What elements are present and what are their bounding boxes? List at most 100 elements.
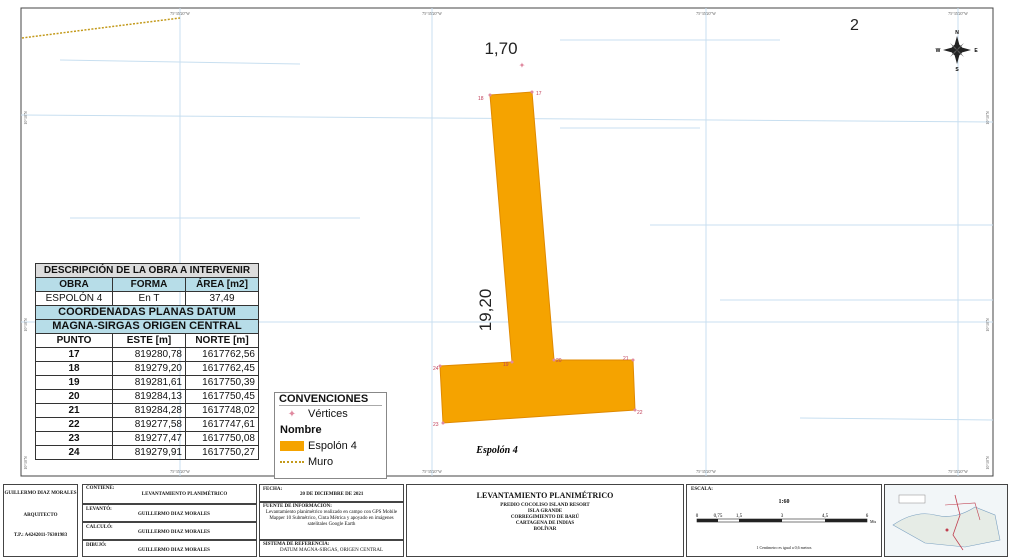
tick-label: 10°10'N [23,456,28,469]
legend-label: Espolón 4 [308,440,357,452]
este: 819280,78 [112,347,186,362]
corner-fragment-text: 2 [850,17,859,34]
compass-e: E [974,48,978,54]
table-row: 23 819277,47 1617750,08 [35,431,259,446]
punto: 23 [35,431,113,446]
legend-label: Muro [308,456,334,468]
vertex-label: 20 [556,358,562,364]
bolivar: BOLÍVAR [533,527,557,532]
vertex-label: 19 [503,362,509,368]
vertex-star-icon: ✦ [287,408,297,420]
location-map-cell [884,484,1008,557]
tick-label: 10°10'N [23,111,28,124]
col-header-este: ESTE [m] [112,333,186,348]
fuente-label: FUENTE DE INFORMACIÓN: [263,504,332,509]
muro-swatch [280,461,304,463]
sistema-cell: SISTEMA DE REFERENCIA: DATUM MAGNA-SIRGA… [259,540,404,557]
vertex-star-icon: ✦ [519,61,526,70]
scale-tick: 1,5 [736,514,743,519]
punto: 18 [35,361,113,376]
sistema-label: SISTEMA DE REFERENCIA: [263,542,330,547]
este: 819277,58 [112,417,186,432]
dimension-side: 19,20 [476,289,495,332]
fecha-value: 20 DE DICIEMBRE DE 2021 [300,492,364,497]
right-tick-labels: 10°10'N 10°10'N 10°10'N [985,111,990,469]
table-row: 17 819280,78 1617762,56 [35,347,259,362]
scale-unit: Mts [870,519,877,524]
fuente-cell: FUENTE DE INFORMACIÓN: Levantamiento pla… [259,502,404,540]
fecha-label: FECHA: [263,487,283,492]
norte: 1617750,39 [185,375,259,390]
tick-label: 75°35'20"W [696,11,716,16]
este: 819284,28 [112,403,186,418]
vertex-label: 18 [478,96,484,102]
escala-label: ESCALA: [691,487,713,492]
norte: 1617750,45 [185,389,259,404]
tick-label: 75°35'20"W [422,11,442,16]
compass-n: N [955,30,959,36]
vertex-markers [438,90,637,425]
este: 819284,13 [112,389,186,404]
norte: 1617762,56 [185,347,259,362]
espolon-swatch [280,441,304,451]
contiene-value: LEVANTAMIENTO PLANIMÉTRICO [141,492,228,497]
tick-label: 75°35'20"W [948,11,968,16]
scale-tick: 3 [781,514,784,519]
feature-label: Espolón 4 [475,445,517,456]
scale-cell: ESCALA: 1:60 0 0,75 1,5 3 4,5 6 Mts 1 Ce… [686,484,882,557]
tick-label: 10°10'N [985,318,990,331]
table-row: 24 819279,91 1617750,27 [35,445,259,460]
forma-value: En T [112,291,186,306]
corregimiento: CORREGIMIENTO DE BARÚ [510,515,580,520]
este: 819277,47 [112,431,186,446]
compass-w: W [936,48,941,54]
vertex-label: 21 [623,356,629,362]
cartagena: CARTAGENA DE INDIAS [515,521,575,526]
tick-label: 10°10'N [23,318,28,331]
legend-label: Vértices [308,408,348,420]
punto: 21 [35,403,113,418]
predio: PREDIO COCOLISO ISLAND RESORT [500,503,590,508]
escala-value: 1:60 [778,499,790,505]
calculo-label: CALCULÓ: [86,525,113,530]
table-row: 21 819284,28 1617748,02 [35,403,259,418]
compass-rose-icon: N S E W [936,30,979,73]
legend-title: CONVENCIONES [279,393,382,406]
norte: 1617762,45 [185,361,259,376]
compass-s: S [955,67,959,73]
punto: 24 [35,445,113,460]
tick-label: 75°35'20"W [170,469,190,474]
area-value: 37,49 [185,291,259,306]
scale-tick: 0 [696,514,699,519]
punto: 17 [35,347,113,362]
project-title-cell: LEVANTAMIENTO PLANIMÉTRICO PREDIO COCOLI… [406,484,684,557]
calculo-value: GUILLERMO DIAZ MORALES [138,530,210,535]
col-header-norte: NORTE [m] [185,333,259,348]
title-block: GUILLERMO DIAZ MORALES ARQUITECTO T.P.: … [0,484,1011,559]
scale-note: 1 Centímetro es igual a 0,6 metros [756,545,812,550]
scale-tick: 0,75 [714,514,723,519]
scale-bar: 0 0,75 1,5 3 4,5 6 Mts [696,514,877,524]
norte: 1617748,02 [185,403,259,418]
norte: 1617750,27 [185,445,259,460]
este: 819281,61 [112,375,186,390]
coord-title-1: COORDENADAS PLANAS DATUM [35,305,259,320]
legend-item-muro: Muro [280,454,386,470]
col-header-punto: PUNTO [35,333,113,348]
author-tp: T.P.: A4242011-76301983 [13,533,68,538]
legend-item-vertices: ✦ Vértices [280,406,386,422]
table-row: 19 819281,61 1617750,39 [35,375,259,390]
col-header-forma: FORMA [112,277,186,292]
col-header-obra: OBRA [35,277,113,292]
punto: 22 [35,417,113,432]
author-name: GUILLERMO DIAZ MORALES [4,491,77,496]
tick-label: 75°35'20"W [422,469,442,474]
fecha-cell: FECHA: 20 DE DICIEMBRE DE 2021 [259,484,404,502]
main-title: LEVANTAMIENTO PLANIMÉTRICO [476,491,614,500]
levanto-cell: LEVANTÓ: GUILLERMO DIAZ MORALES [82,504,257,522]
scale-tick: 4,5 [822,514,829,519]
levanto-value: GUILLERMO DIAZ MORALES [138,512,210,517]
top-tick-labels: 75°35'20"W 75°35'20"W 75°35'20"W 75°35'2… [170,11,968,16]
vertex-label: 22 [637,410,643,416]
contiene-cell: CONTIENE: LEVANTAMIENTO PLANIMÉTRICO [82,484,257,504]
